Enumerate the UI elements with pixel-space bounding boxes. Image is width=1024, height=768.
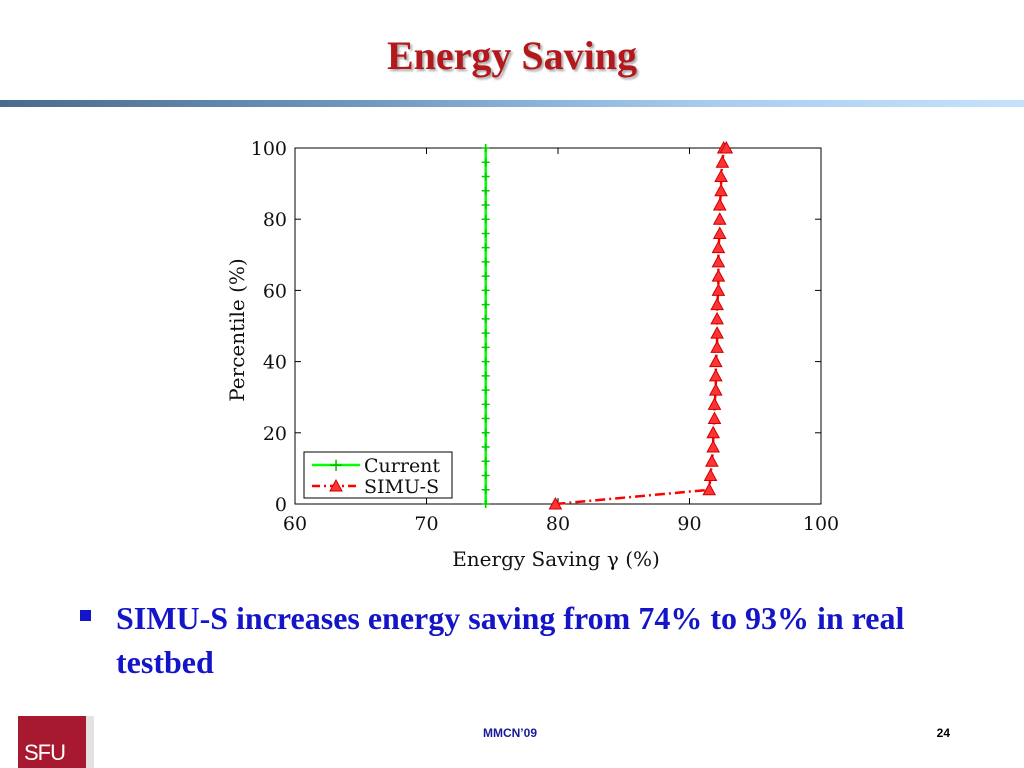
series-point-current — [481, 200, 490, 209]
series-point-simu-s — [710, 326, 724, 339]
series-point-simu-s — [712, 212, 727, 225]
sfu-logo-accent — [86, 716, 94, 768]
page-number: 24 — [936, 726, 950, 740]
series-point-current — [481, 357, 490, 366]
x-tick-label: 60 — [283, 513, 307, 535]
series-point-simu-s — [711, 254, 726, 268]
series-point-current — [481, 172, 490, 181]
series-point-current — [481, 500, 490, 508]
sfu-logo-text: SFU — [24, 740, 66, 765]
series-point-simu-s — [548, 496, 563, 510]
series-point-simu-s — [712, 226, 727, 239]
footer-conference: MMCN’09 — [482, 726, 537, 740]
series-point-current — [481, 186, 490, 195]
series-point-simu-s — [702, 482, 717, 496]
bullet-text: SIMU-S increases energy saving from 74% … — [116, 600, 905, 680]
series-point-simu-s — [711, 269, 726, 282]
y-tick-label: 80 — [263, 209, 287, 231]
x-tick-label: 80 — [546, 513, 570, 535]
series-point-current — [481, 343, 490, 352]
series-point-simu-s — [708, 383, 723, 396]
series-point-simu-s — [714, 183, 728, 197]
series-point-current — [481, 428, 490, 437]
series-point-current — [481, 414, 490, 423]
series-point-simu-s — [707, 397, 722, 410]
series-point-simu-s — [710, 311, 724, 325]
series-point-current — [481, 229, 490, 238]
series-point-current — [481, 243, 490, 252]
series-point-simu-s — [706, 425, 721, 439]
series-point-current — [481, 329, 490, 338]
series-point-current — [481, 386, 490, 395]
legend-current-label: Current — [364, 455, 440, 477]
series-point-current — [481, 215, 490, 224]
legend-simu-label: SIMU-S — [364, 476, 439, 498]
series-point-simu-s — [712, 197, 727, 211]
title-divider — [0, 100, 1024, 107]
series-line-simu-s — [555, 146, 727, 506]
series-point-current — [481, 400, 490, 409]
series-point-current — [481, 485, 490, 494]
series-point-current — [481, 371, 490, 380]
series-point-simu-s — [708, 354, 723, 368]
bullet-item: SIMU-S increases energy saving from 74% … — [80, 596, 1000, 684]
y-tick-label: 40 — [263, 352, 287, 374]
slide-title: Energy Saving — [386, 33, 638, 78]
series-point-simu-s — [708, 368, 723, 382]
x-tick-label: 100 — [803, 513, 839, 535]
series-point-current — [481, 314, 490, 323]
series-point-simu-s — [715, 155, 730, 168]
plot-frame — [294, 147, 822, 505]
series-point-simu-s — [711, 283, 726, 296]
x-axis-label: Energy Saving γ (%) — [452, 547, 660, 571]
series-point-simu-s — [707, 411, 722, 425]
series-point-simu-s — [706, 439, 721, 453]
series-point-simu-s — [705, 454, 719, 467]
series-point-current — [481, 272, 490, 281]
series-point-current — [481, 471, 490, 480]
y-tick-label: 60 — [263, 280, 287, 302]
y-tick-label: 0 — [275, 494, 287, 516]
series-point-current — [481, 257, 490, 266]
x-tick-label: 90 — [677, 513, 701, 535]
series-point-simu-s — [710, 340, 724, 353]
y-tick-label: 20 — [263, 423, 287, 445]
bullet-list: SIMU-S increases energy saving from 74% … — [80, 596, 1000, 684]
plot-area: 60 70 80 90 100 0 20 40 60 80 100 — [251, 138, 839, 535]
legend-box — [303, 451, 453, 499]
series-point-current — [481, 158, 490, 167]
series-point-current — [481, 286, 490, 295]
x-tick-label: 70 — [414, 513, 438, 535]
y-axis-label: Percentile (%) — [225, 258, 249, 402]
series-point-simu-s — [710, 297, 724, 311]
sfu-logo: SFU — [18, 716, 94, 768]
series-point-simu-s — [719, 140, 734, 154]
legend-simu-marker — [329, 478, 343, 492]
chart-legend: + Current SIMU-S — [303, 451, 453, 499]
square-bullet-icon — [80, 610, 91, 621]
series-point-simu-s — [714, 169, 728, 182]
series-point-simu-s — [703, 468, 718, 482]
series-point-current — [481, 144, 490, 152]
series-point-simu-s — [711, 240, 726, 254]
series-point-current — [481, 300, 490, 309]
y-tick-label: 100 — [251, 138, 287, 160]
legend-current-marker: + — [328, 455, 343, 476]
series-point-current — [481, 457, 490, 466]
series-point-current — [481, 443, 490, 452]
